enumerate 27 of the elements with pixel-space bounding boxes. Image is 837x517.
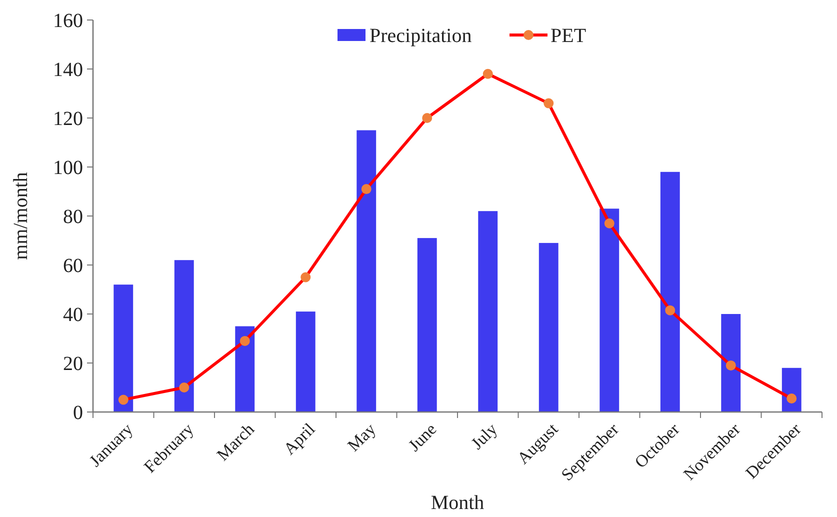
y-tick-label: 60 bbox=[63, 255, 83, 277]
x-tick-label: July bbox=[467, 419, 502, 454]
y-tick-label: 140 bbox=[53, 59, 83, 81]
y-tick-label: 120 bbox=[53, 108, 83, 130]
bar bbox=[296, 312, 316, 412]
x-axis-title: Month bbox=[430, 492, 484, 514]
bar bbox=[600, 208, 620, 412]
bar bbox=[235, 326, 255, 412]
bar bbox=[660, 172, 680, 412]
y-tick-label: 0 bbox=[73, 402, 83, 424]
bar bbox=[174, 260, 194, 412]
legend-label: PET bbox=[550, 25, 586, 47]
y-tick-label: 100 bbox=[53, 157, 83, 179]
x-tick-label: May bbox=[344, 419, 380, 456]
bar bbox=[721, 314, 741, 412]
bar bbox=[538, 242, 558, 412]
bar bbox=[417, 238, 437, 412]
y-tick-label: 80 bbox=[63, 206, 83, 228]
y-axis-title: mm/month bbox=[10, 172, 32, 260]
bar bbox=[356, 130, 376, 412]
legend-label: Precipitation bbox=[370, 25, 472, 47]
y-tick-label: 40 bbox=[63, 304, 83, 326]
x-tick-label: June bbox=[404, 420, 440, 456]
y-tick-label: 20 bbox=[63, 353, 83, 375]
y-tick-label: 160 bbox=[53, 10, 83, 32]
bar bbox=[478, 211, 498, 412]
bar bbox=[114, 284, 134, 412]
